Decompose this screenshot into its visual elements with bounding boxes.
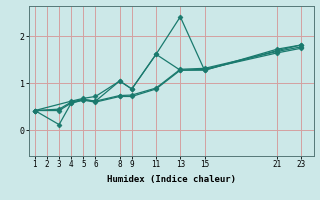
X-axis label: Humidex (Indice chaleur): Humidex (Indice chaleur)	[107, 175, 236, 184]
